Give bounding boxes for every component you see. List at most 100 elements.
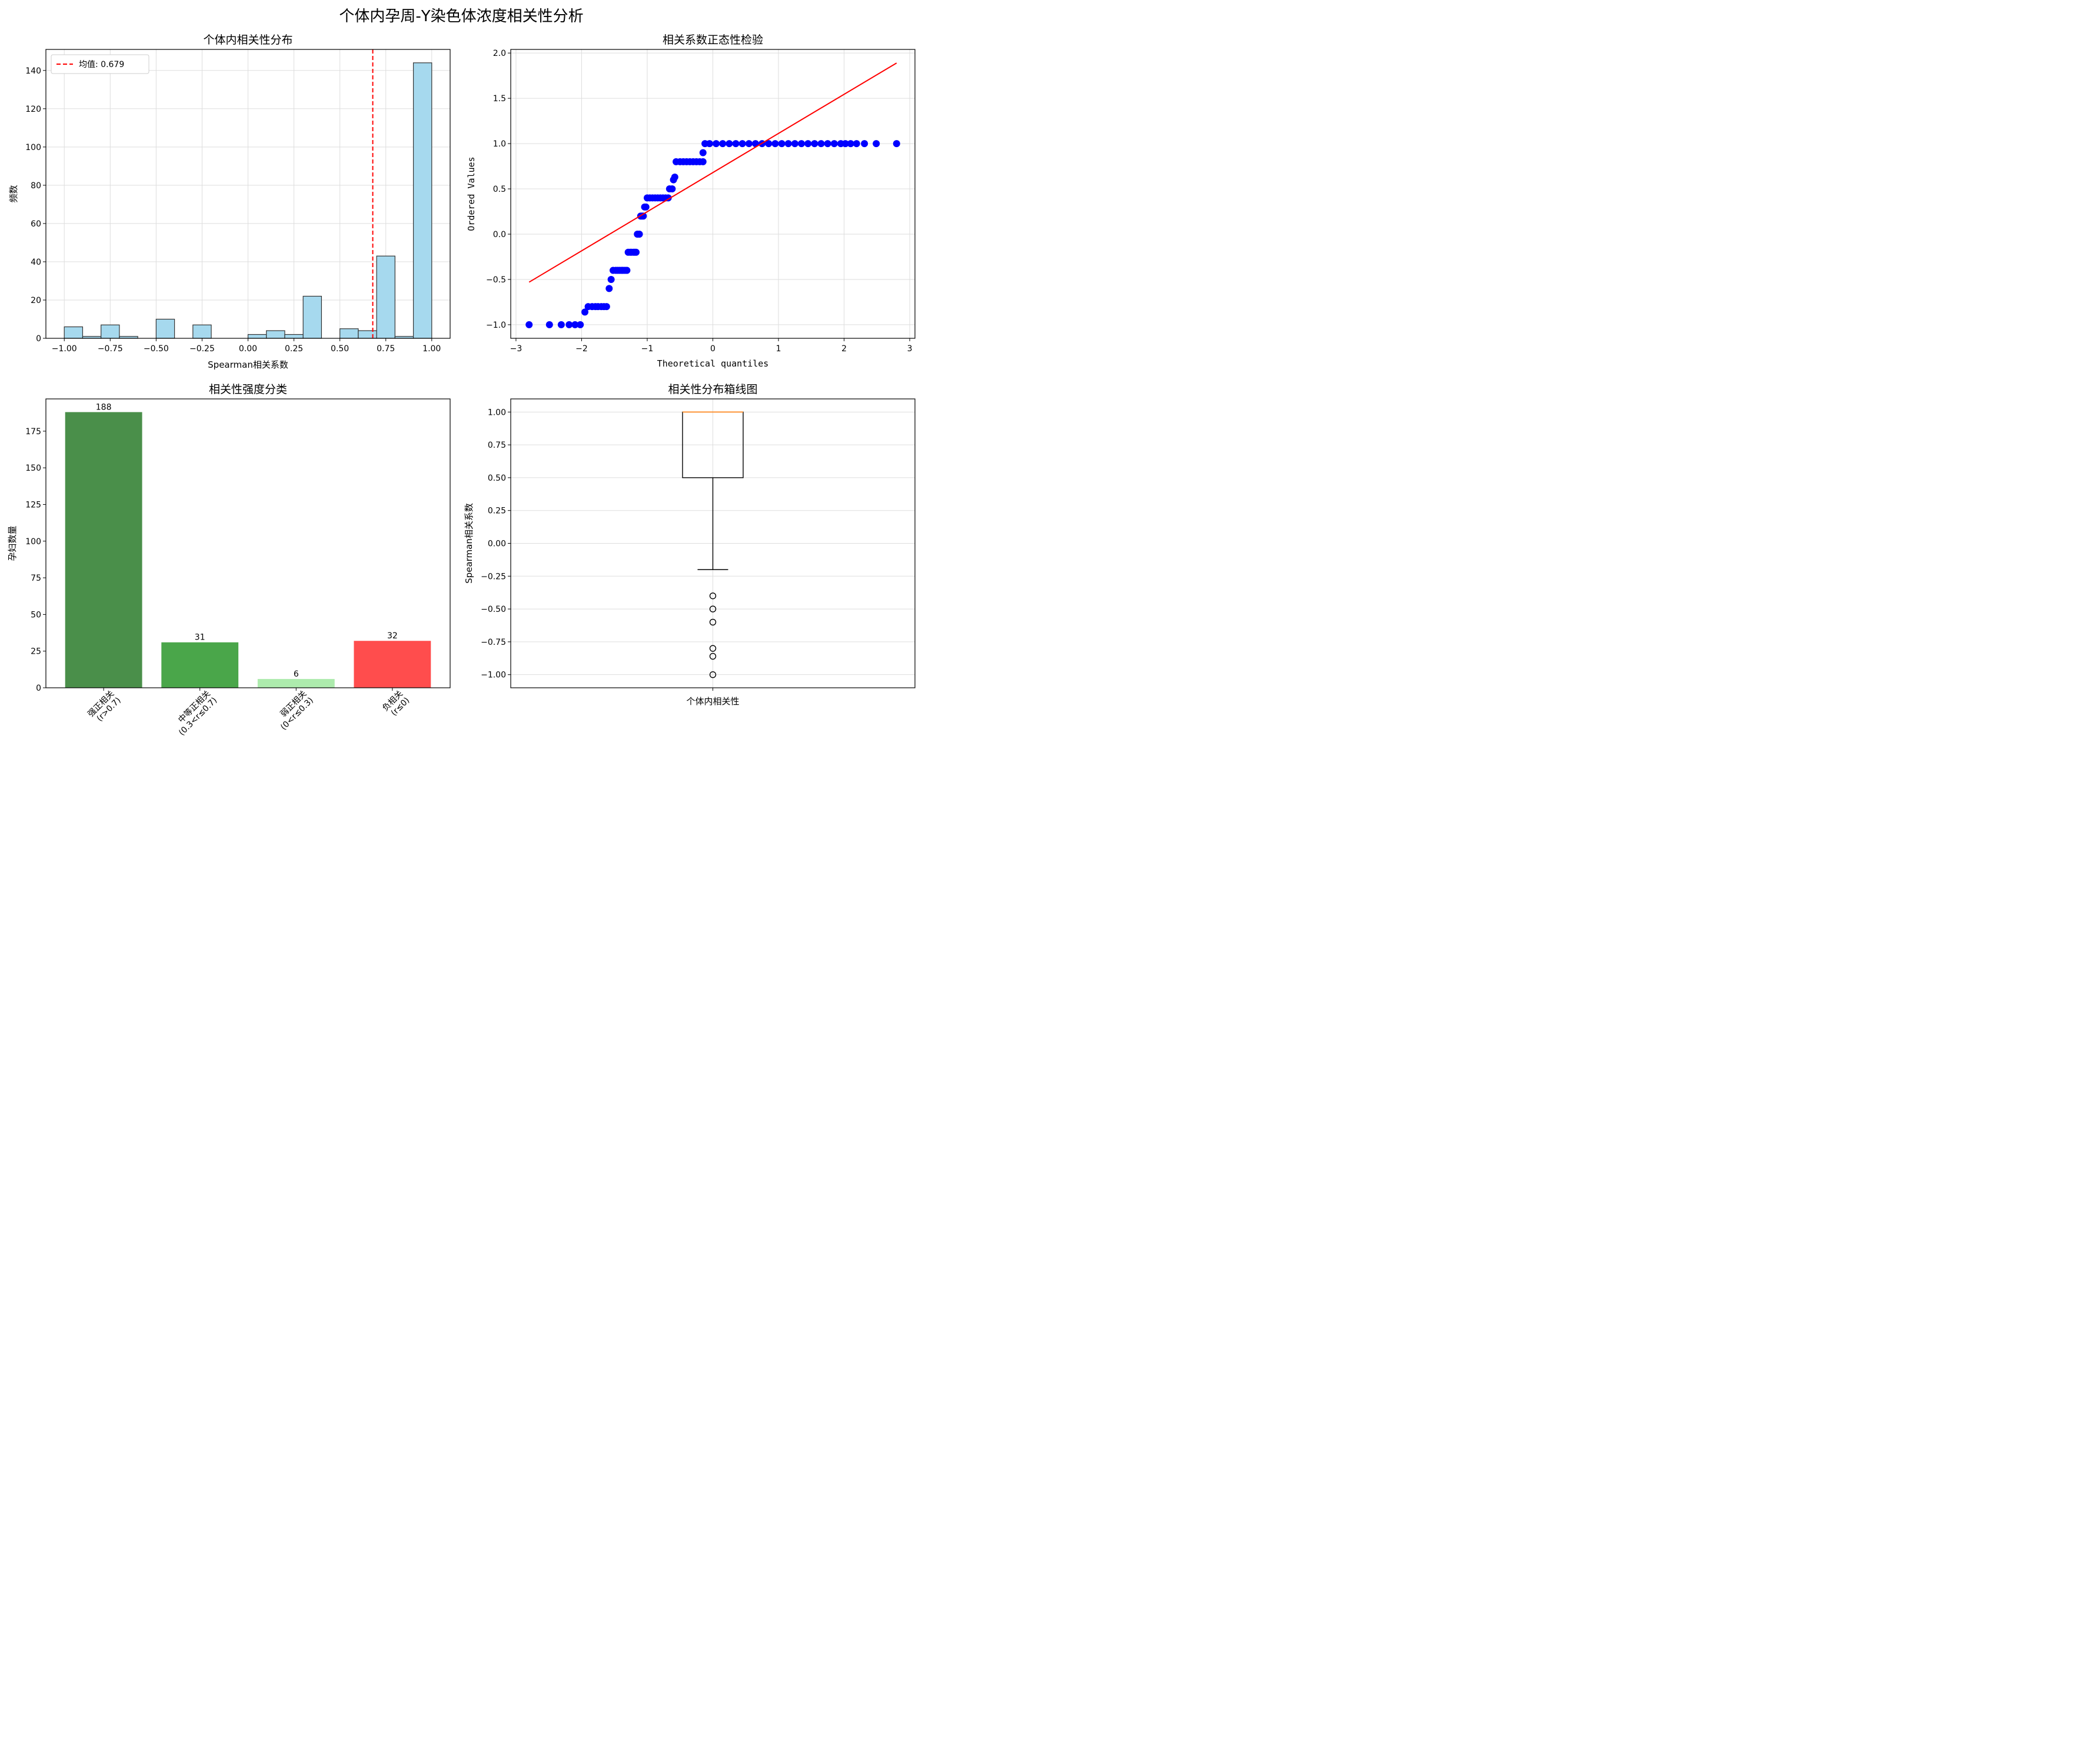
y-tick-label: 1.00: [488, 408, 506, 417]
histogram-bar: [64, 326, 84, 339]
qq-point: [804, 140, 812, 148]
x-tick-label: −1.00: [52, 344, 77, 354]
x-tick-label: 中等正相关(0.3<r≤0.7): [170, 688, 219, 737]
qq-point: [565, 321, 573, 328]
y-tick-label: 0.75: [488, 441, 506, 450]
category-bar: [257, 679, 335, 688]
x-tick-label: −1: [641, 344, 654, 354]
y-tick-label: 150: [25, 464, 41, 473]
histogram-bar: [302, 295, 322, 339]
y-tick-label: 25: [31, 647, 41, 657]
bar-value-label: 31: [195, 633, 205, 642]
qq-point: [861, 140, 868, 148]
y-tick-label: 100: [25, 143, 41, 152]
qq-point: [719, 140, 727, 148]
outlier-point: [709, 618, 717, 626]
qq-point: [713, 140, 720, 148]
qq-point: [607, 275, 615, 283]
qq-point: [623, 267, 631, 274]
histogram-bar: [358, 330, 377, 339]
y-tick-label: 50: [31, 610, 41, 620]
figure: 个体内孕周-Y染色体浓度相关性分析 个体内相关性分布−1.00 −0.75 −0.5…: [7, 8, 916, 738]
y-tick-label: 120: [25, 105, 41, 114]
chart-title: 相关系数正态性检验: [663, 34, 763, 46]
qq-point: [824, 140, 831, 148]
y-tick-label: −0.5: [486, 275, 506, 285]
x-tick-label: 0: [710, 344, 715, 354]
y-tick-label: −0.50: [481, 605, 506, 614]
y-tick-label: 1.0: [493, 139, 506, 149]
legend-label: 均值: 0.679: [79, 60, 124, 69]
x-axis-label: 个体内相关性: [686, 696, 739, 707]
x-tick-label: 3: [907, 344, 913, 354]
y-tick-label: −1.00: [481, 671, 506, 680]
y-axis-label: Spearman相关系数: [464, 503, 474, 584]
histogram-bar: [284, 334, 304, 339]
x-tick-label: −2: [575, 344, 588, 354]
qq-point: [699, 158, 707, 165]
x-tick-label: −0.25: [189, 344, 215, 354]
x-axis-label: Spearman相关系数: [208, 359, 288, 370]
x-tick-label: 1.00: [422, 344, 441, 354]
y-tick-label: −0.75: [481, 638, 506, 647]
qq-point: [791, 140, 798, 148]
qq-point: [745, 140, 753, 148]
x-tick-label: 1: [776, 344, 781, 354]
qq-plot-panel: 相关系数正态性检验 −3 −2 −1 0 1 2 3 −1.0 −0.5 0.0 0.5 1.0 1.5 2…: [466, 34, 916, 369]
qq-point: [557, 321, 565, 328]
y-tick-label: 0: [36, 684, 41, 693]
qq-point: [765, 140, 773, 148]
category-bar-panel: 相关性强度分类 0 25 50 75 100 125 150 175 188 强正相关(r>0.7)…: [7, 383, 451, 738]
histogram-bar: [155, 318, 175, 339]
y-tick-label: 140: [25, 66, 41, 76]
x-tick-label: 2: [841, 344, 847, 354]
qq-point: [571, 321, 579, 328]
chart-title: 相关性强度分类: [209, 383, 287, 396]
qq-point: [778, 140, 786, 148]
axes-frame: [510, 49, 916, 339]
qq-fit-line: [528, 62, 897, 283]
qq-point: [841, 140, 849, 148]
qq-point: [853, 140, 860, 148]
y-tick-label: 125: [25, 500, 41, 510]
axes-frame: [45, 49, 451, 339]
y-tick-label: 1.5: [493, 94, 506, 104]
qq-point: [830, 140, 838, 148]
y-tick-label: 100: [25, 537, 41, 547]
y-tick-label: −1.0: [486, 321, 506, 330]
x-tick-label: 强正相关(r>0.7): [86, 689, 122, 725]
qq-point: [893, 140, 900, 148]
qq-point: [581, 308, 589, 316]
outlier-point: [709, 605, 717, 612]
y-tick-label: −0.25: [481, 572, 506, 581]
qq-point: [811, 140, 818, 148]
qq-point: [725, 140, 733, 148]
histogram-bar: [266, 330, 285, 339]
qq-point: [642, 203, 650, 211]
histogram-bar: [247, 334, 267, 339]
histogram-bar: [192, 324, 212, 339]
x-tick-label: 0.75: [377, 344, 395, 354]
outlier-point: [709, 592, 717, 600]
figure-title: 个体内孕周-Y染色体浓度相关性分析: [339, 8, 583, 25]
x-tick-label: −0.50: [144, 344, 169, 354]
qq-point: [635, 230, 643, 238]
y-tick-label: 0.25: [488, 507, 506, 516]
qq-point: [705, 140, 713, 148]
qq-point: [603, 303, 610, 311]
y-tick-label: 0.5: [493, 185, 506, 194]
qq-point: [699, 149, 707, 157]
outlier-point: [709, 671, 717, 678]
y-axis-label: 孕妇数量: [7, 525, 18, 561]
y-tick-label: 75: [31, 574, 41, 583]
histogram-bar: [340, 328, 359, 339]
y-tick-label: 80: [31, 181, 41, 191]
category-bar: [354, 641, 431, 688]
x-tick-label: 0.50: [331, 344, 349, 354]
histogram-panel: 个体内相关性分布 −1.00 −0.75 −0.50 −0.25 0.00 0.25 0.50…: [8, 34, 451, 370]
y-tick-label: 0.50: [488, 474, 506, 483]
qq-point: [771, 140, 779, 148]
axes-frame: [510, 398, 916, 688]
outlier-point: [709, 652, 717, 660]
y-tick-label: 175: [25, 427, 41, 437]
